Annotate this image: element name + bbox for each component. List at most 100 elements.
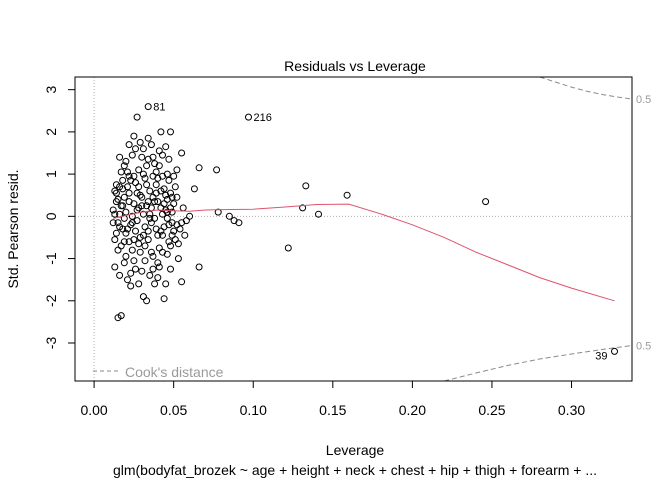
data-point [117, 168, 125, 176]
data-point [482, 198, 490, 206]
data-point [174, 255, 182, 263]
data-point [124, 276, 131, 284]
data-point [138, 193, 146, 201]
data-point [125, 141, 133, 149]
data-point [122, 229, 130, 237]
data-point [162, 143, 170, 151]
data-point [159, 248, 166, 256]
y-tick-label: -1 [43, 252, 59, 265]
points-layer [109, 103, 618, 355]
data-point [284, 244, 292, 252]
data-point [144, 227, 152, 235]
cook-label-lower: 0.5 [636, 341, 651, 353]
data-point [154, 274, 162, 282]
data-point [170, 227, 178, 235]
cook-contour-labels: 0.5 0.5 [636, 94, 651, 353]
data-point [120, 162, 128, 170]
cook-contour-lower [444, 345, 633, 382]
data-point [146, 271, 154, 279]
data-point [139, 210, 147, 218]
data-point [125, 198, 133, 206]
data-point [315, 210, 322, 218]
data-point [195, 263, 203, 271]
data-point [147, 248, 155, 256]
x-tick-label: 0.15 [319, 402, 346, 418]
x-tick-label: 0.30 [558, 402, 585, 418]
data-point [343, 191, 351, 199]
data-point [128, 151, 136, 159]
data-point [159, 172, 166, 180]
data-point [132, 179, 139, 187]
data-point [117, 202, 125, 210]
y-axis-label: Std. Pearson resid. [5, 169, 21, 288]
x-tick-label: 0.20 [399, 402, 426, 418]
data-point [114, 219, 122, 227]
data-point [119, 176, 127, 184]
data-point [130, 257, 138, 265]
data-point [154, 198, 162, 206]
data-point [165, 238, 173, 246]
data-point [178, 219, 186, 227]
data-point [112, 198, 120, 206]
y-axis: -3 -2 -1 0 1 2 3 [43, 86, 76, 349]
data-point [116, 271, 124, 279]
y-tick-label: 3 [43, 86, 59, 94]
data-point [152, 189, 160, 197]
data-point [130, 132, 138, 140]
data-point [139, 170, 147, 178]
data-point [133, 189, 141, 197]
data-point [141, 174, 149, 182]
data-point [139, 293, 147, 301]
data-point [163, 214, 171, 222]
data-point [190, 185, 198, 193]
data-point [162, 191, 170, 199]
data-point [114, 195, 122, 203]
data-point [122, 157, 130, 165]
data-point [135, 240, 143, 248]
data-point [302, 182, 310, 190]
data-point [162, 280, 170, 288]
data-point [178, 149, 186, 157]
data-point [167, 265, 174, 273]
data-point [135, 166, 143, 174]
data-point [181, 231, 189, 239]
data-point [152, 181, 160, 189]
data-point [112, 229, 120, 237]
data-point [168, 193, 176, 201]
data-point [127, 269, 135, 277]
point-label-216: 216 [253, 112, 271, 124]
data-point [116, 223, 124, 231]
data-point [165, 221, 173, 229]
data-point [165, 176, 173, 184]
data-point [159, 231, 166, 239]
x-axis-label: Leverage [326, 442, 385, 458]
data-point [151, 214, 159, 222]
data-point [171, 183, 179, 191]
data-point [116, 183, 124, 191]
data-point [144, 236, 152, 244]
data-point [160, 200, 168, 208]
data-point [151, 280, 159, 288]
data-point [132, 265, 139, 273]
data-point [130, 172, 138, 180]
data-point [141, 223, 149, 231]
data-point [136, 248, 144, 256]
data-point [213, 166, 221, 174]
data-point [149, 172, 157, 180]
data-point [128, 246, 136, 254]
point-label-39: 39 [595, 350, 607, 362]
legend-label: Cook's distance [125, 364, 224, 380]
data-point [147, 141, 155, 149]
data-point [139, 145, 147, 153]
cook-contours [444, 76, 633, 382]
data-point [168, 231, 176, 239]
data-point [170, 200, 178, 208]
data-point [155, 147, 163, 155]
data-point [149, 265, 157, 273]
data-point [128, 219, 136, 227]
smoother-line [113, 203, 615, 302]
data-point [130, 236, 138, 244]
data-point [214, 208, 222, 216]
cook-label-upper: 0.5 [636, 94, 651, 106]
data-point [136, 138, 144, 146]
